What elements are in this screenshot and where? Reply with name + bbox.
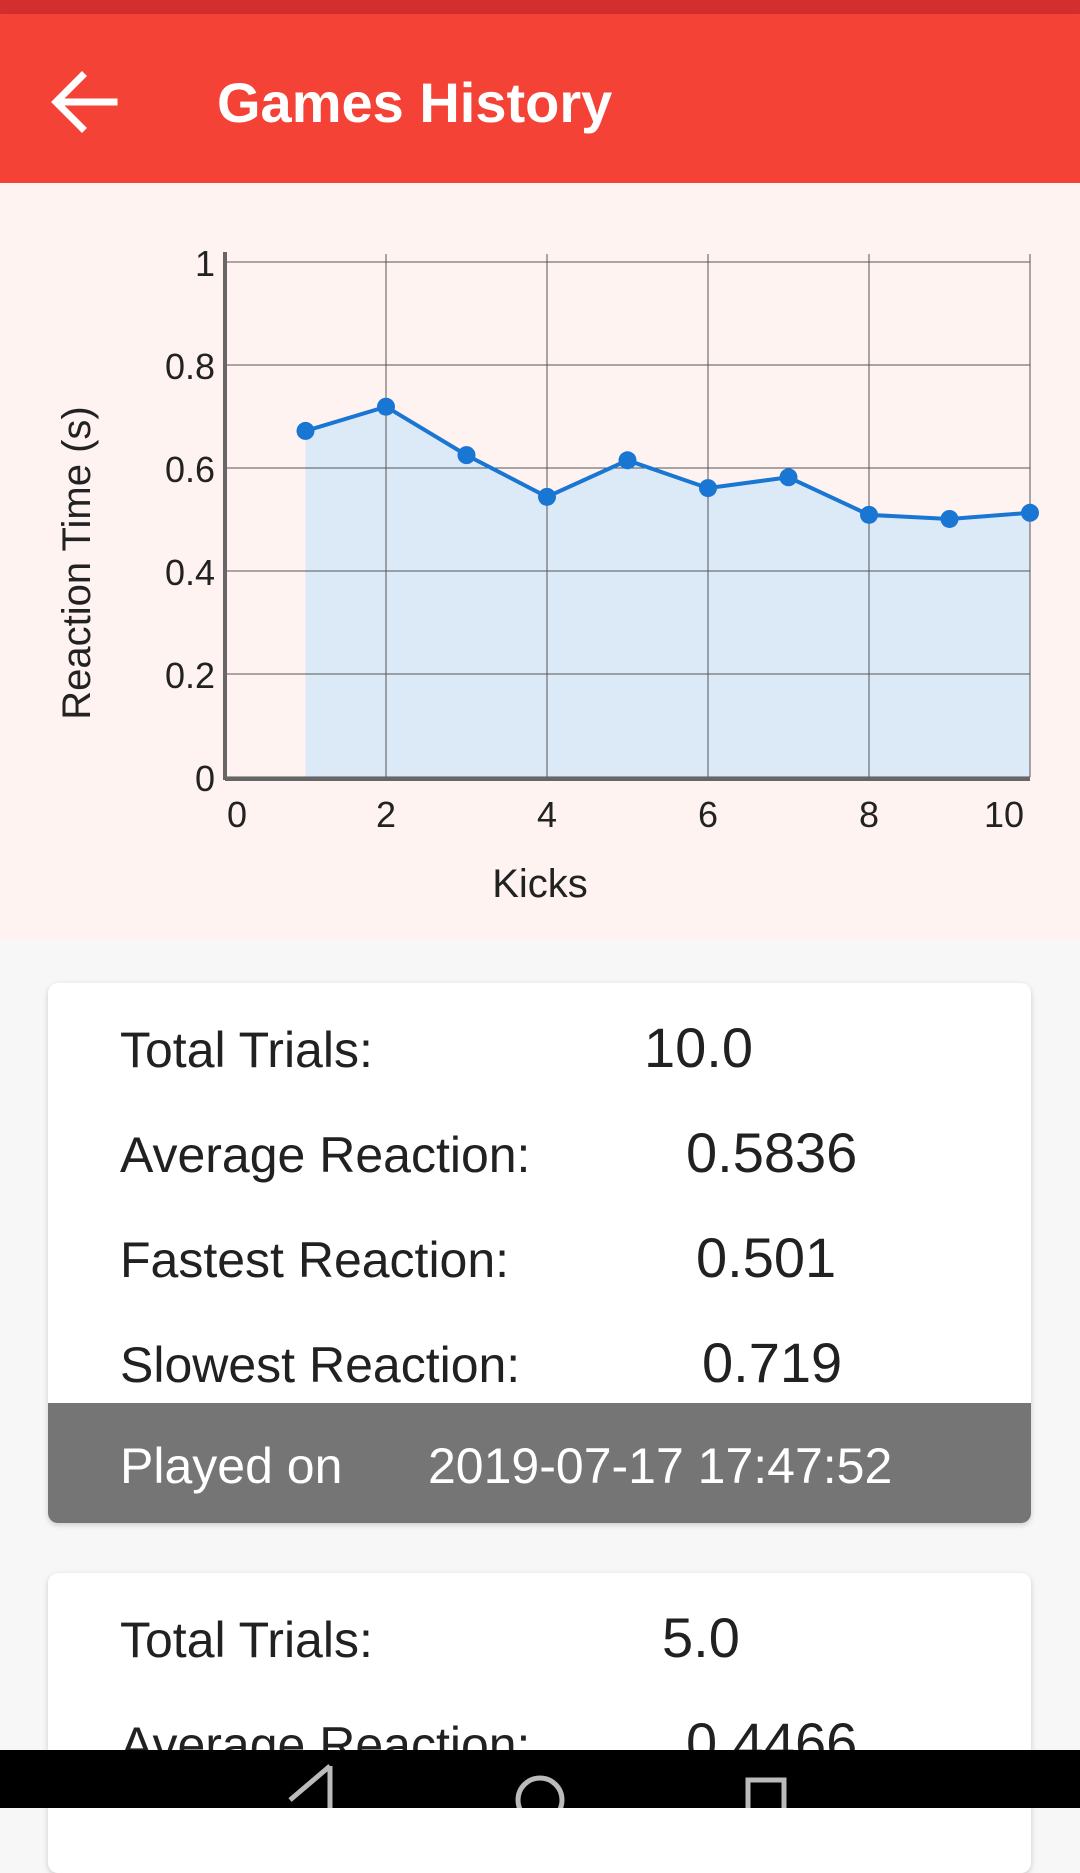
game-card: Total Trials: 5.0 Average Reaction: 0.44… <box>48 1573 1031 1873</box>
data-point <box>457 446 476 465</box>
game-card: Total Trials: 10.0 Average Reaction: 0.5… <box>48 983 1031 1523</box>
y-axis-label: Reaction Time (s) <box>55 406 99 719</box>
data-point <box>377 397 395 416</box>
played-on-label: Played on <box>120 1438 343 1494</box>
arrow-left-icon[interactable] <box>48 66 120 138</box>
label-total-trials: Total Trials: <box>120 1612 373 1668</box>
played-on-date: 2019-07-17 17:47:52 <box>428 1438 893 1494</box>
value-total-trials: 10.0 <box>644 1016 753 1079</box>
data-point <box>699 479 717 498</box>
label-total-trials: Total Trials: <box>120 1022 373 1078</box>
y-tick-label: 0.2 <box>165 655 215 696</box>
page-title: Games History <box>217 71 613 134</box>
nav-home-icon[interactable] <box>515 1775 565 1808</box>
y-tick-label: 0.6 <box>165 449 215 490</box>
y-tick-label: 0.4 <box>165 552 215 593</box>
nav-back-icon[interactable] <box>288 1764 333 1808</box>
system-nav-bar <box>0 1750 1080 1808</box>
data-point <box>779 468 798 487</box>
value-fastest-reaction: 0.501 <box>696 1226 837 1289</box>
x-tick-label: 4 <box>537 794 557 835</box>
series-line <box>304 404 1031 521</box>
x-tick-label: 8 <box>859 794 879 835</box>
data-point <box>618 451 637 470</box>
x-tick-label: 10 <box>984 794 1024 835</box>
data-point <box>296 421 315 440</box>
reaction-chart: 0 0.2 0.4 0.6 0.8 1 0 2 4 6 8 10 Kicks Reaction Time … <box>0 183 1080 940</box>
value-average-reaction: 0.5836 <box>686 1121 858 1184</box>
played-on-footer: Played on 2019-07-17 17:47:52 <box>48 1403 1031 1523</box>
app-bar: Games History <box>0 14 1080 183</box>
y-tick-label: 0 <box>195 758 215 799</box>
data-point <box>940 509 959 528</box>
data-point <box>538 487 556 506</box>
label-fastest-reaction: Fastest Reaction: <box>120 1232 510 1288</box>
y-tick-label: 1 <box>195 243 215 284</box>
label-slowest-reaction: Slowest Reaction: <box>120 1337 521 1393</box>
value-total-trials: 5.0 <box>662 1606 740 1669</box>
label-average-reaction: Average Reaction: <box>120 1127 531 1183</box>
y-tick-label: 0.8 <box>165 346 215 387</box>
value-slowest-reaction: 0.719 <box>702 1331 843 1394</box>
x-axis-label: Kicks <box>492 862 588 906</box>
x-tick-label: 2 <box>376 794 396 835</box>
data-point <box>1021 503 1039 522</box>
data-point <box>860 505 878 524</box>
x-tick-label: 0 <box>227 794 247 835</box>
status-bar <box>0 0 1080 14</box>
nav-recents-icon[interactable] <box>745 1777 787 1808</box>
area-fill <box>305 406 1030 777</box>
x-tick-label: 6 <box>698 794 718 835</box>
